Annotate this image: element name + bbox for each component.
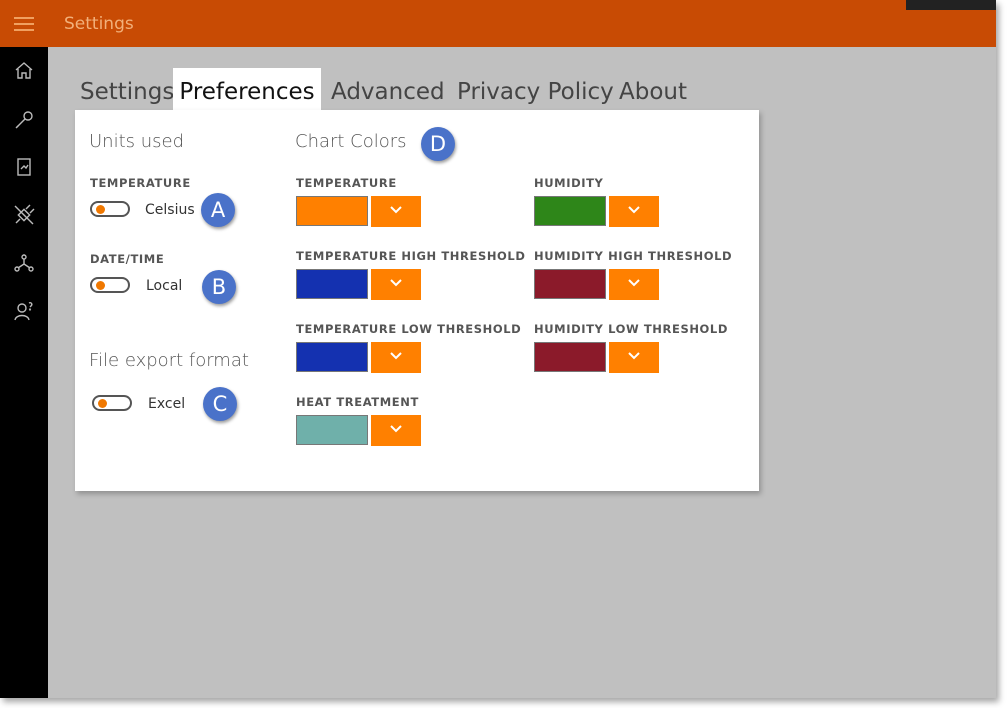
temperature-low-dropdown[interactable] [371,342,421,373]
network-icon[interactable] [12,251,36,275]
callout-c: C [203,387,237,421]
temperature-low-swatch [296,342,368,372]
temperature-color-swatch [296,196,368,226]
chevron-down-icon [628,206,640,214]
temperature-unit-value: Celsius [145,202,195,218]
chevron-down-icon [390,425,402,433]
humidity-low-label: HUMIDITY LOW THRESHOLD [534,322,729,336]
app-title: Settings [64,14,134,34]
chevron-down-icon [628,279,640,287]
report-icon[interactable] [12,155,36,179]
datetime-toggle[interactable] [90,277,130,293]
toggle-knob [96,205,105,214]
home-icon[interactable] [12,59,36,83]
heat-treatment-swatch [296,415,368,445]
datetime-value: Local [146,278,183,294]
humidity-high-swatch [534,269,606,299]
units-heading: Units used [89,131,185,152]
temperature-unit-toggle[interactable] [90,201,130,217]
tab-about[interactable]: About [619,79,688,105]
preferences-panel: Units used TEMPERATURE Celsius A DATE/TI… [75,110,759,491]
temperature-high-swatch [296,269,368,299]
heat-treatment-label: HEAT TREATMENT [296,395,419,409]
chevron-down-icon [390,206,402,214]
humidity-high-dropdown[interactable] [609,269,659,300]
callout-b: B [202,270,236,304]
export-format-value: Excel [148,396,186,412]
humidity-low-dropdown[interactable] [609,342,659,373]
humidity-color-dropdown[interactable] [609,196,659,227]
datetime-label: DATE/TIME [90,252,165,266]
tab-preferences[interactable]: Preferences [173,68,321,110]
temperature-color-dropdown[interactable] [371,196,421,227]
callout-d: D [421,127,455,161]
tab-advanced[interactable]: Advanced [331,79,445,105]
temperature-high-dropdown[interactable] [371,269,421,300]
chevron-down-icon [390,279,402,287]
humidity-high-label: HUMIDITY HIGH THRESHOLD [534,249,733,263]
title-bar-edge [906,0,996,10]
humidity-color-label: HUMIDITY [534,176,604,190]
wrench-icon[interactable] [12,108,36,132]
hamburger-icon[interactable] [10,12,38,36]
user-help-icon[interactable] [12,299,36,323]
toggle-knob [98,399,107,408]
tab-privacy-policy[interactable]: Privacy Policy [457,79,614,105]
app-window: Settings Settings Preferences Advanced P… [0,0,996,698]
chart-colors-heading: Chart Colors [295,131,407,152]
heat-treatment-dropdown[interactable] [371,415,421,446]
tab-settings[interactable]: Settings [80,79,175,105]
title-bar: Settings [0,0,996,47]
temperature-color-label: TEMPERATURE [296,176,397,190]
toggle-knob [96,281,105,290]
temperature-low-label: TEMPERATURE LOW THRESHOLD [296,322,522,336]
humidity-color-swatch [534,196,606,226]
export-heading: File export format [89,350,249,371]
temperature-unit-label: TEMPERATURE [90,176,191,190]
callout-a: A [201,193,235,227]
plug-icon[interactable] [12,203,36,227]
chevron-down-icon [628,352,640,360]
chevron-down-icon [390,352,402,360]
temperature-high-label: TEMPERATURE HIGH THRESHOLD [296,249,526,263]
export-format-toggle[interactable] [92,395,132,411]
humidity-low-swatch [534,342,606,372]
sidebar [0,47,48,698]
